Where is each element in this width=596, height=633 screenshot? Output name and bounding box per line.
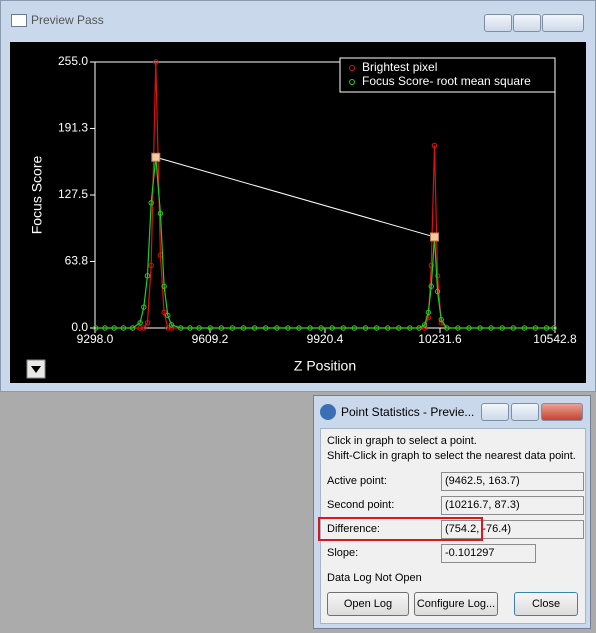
close-button[interactable]	[542, 14, 584, 32]
y-axis-label: Focus Score	[29, 155, 45, 234]
x-axis-label: Z Position	[294, 358, 356, 374]
dialog-close[interactable]	[541, 403, 583, 421]
highlight-box	[318, 517, 483, 541]
instruction: Click in graph to select a point.	[327, 435, 477, 447]
window-title: Preview Pass	[31, 13, 104, 27]
x-tick-label: 9609.2	[192, 332, 229, 346]
y-tick-label: 255.0	[58, 54, 88, 68]
y-tick-label: 63.8	[65, 254, 89, 268]
dialog-title: Point Statistics - Previe...	[341, 405, 474, 419]
y-tick-label: 127.5	[58, 187, 88, 201]
instruction: Shift-Click in graph to select the neare…	[327, 450, 576, 462]
close-dialog-button[interactable]: Close	[514, 592, 578, 616]
x-tick-label: 9920.4	[307, 332, 344, 346]
dialog-maximize[interactable]	[511, 403, 539, 421]
selected-point	[430, 233, 438, 241]
row-value: -0.101297	[441, 544, 536, 563]
row-label: Slope:	[327, 547, 358, 559]
row-label: Active point:	[327, 475, 387, 487]
point-statistics-dialog: Point Statistics - Previe... Click in gr…	[313, 395, 591, 629]
selected-point	[152, 153, 160, 161]
dialog-minimize[interactable]	[481, 403, 509, 421]
minimize-button[interactable]	[484, 14, 512, 32]
dialog-body: Click in graph to select a point. Shift-…	[320, 428, 586, 624]
selection-line	[156, 157, 435, 237]
window-icon	[11, 14, 27, 27]
configure-log-button[interactable]: Configure Log...	[414, 592, 498, 616]
open-log-button[interactable]: Open Log	[327, 592, 409, 616]
y-tick-label: 191.3	[58, 121, 88, 135]
row-label: Second point:	[327, 499, 394, 511]
status: Data Log Not Open	[327, 572, 422, 584]
maximize-button[interactable]	[513, 14, 541, 32]
page: Preview Pass 0.063.8127.5191.3255.09298.…	[0, 0, 596, 633]
x-tick-label: 10231.6	[418, 332, 462, 346]
series-line	[96, 157, 554, 328]
legend-label: Brightest pixel	[362, 60, 437, 74]
x-tick-label: 10542.8	[533, 332, 577, 346]
dialog-icon	[320, 404, 336, 420]
legend-label: Focus Score- root mean square	[362, 74, 531, 88]
row-value: (10216.7, 87.3)	[441, 496, 584, 515]
row-value: (9462.5, 163.7)	[441, 472, 584, 491]
x-tick-label: 9298.0	[77, 332, 114, 346]
